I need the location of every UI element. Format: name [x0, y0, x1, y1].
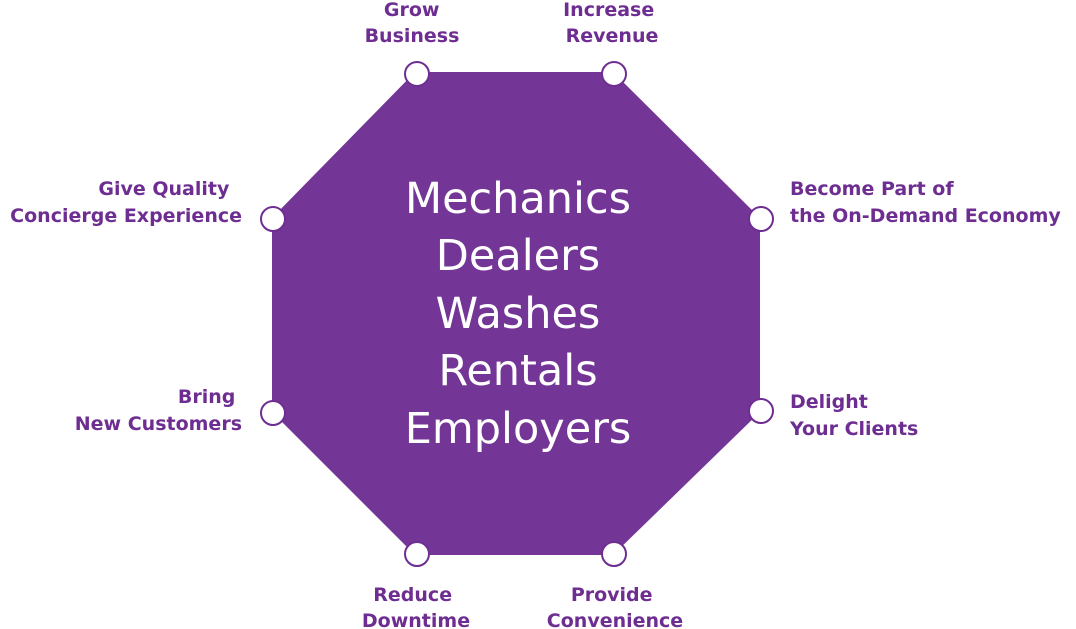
label-increase-revenue: Increase Revenue: [563, 0, 661, 47]
label-provide-convenience-line-1: Provide: [571, 584, 653, 606]
label-concierge-experience: Give Quality Concierge Experience: [10, 178, 242, 227]
center-line-dealers: Dealers: [436, 231, 600, 281]
label-delight-clients: Delight Your Clients: [789, 391, 918, 440]
label-concierge-experience-line-2: Concierge Experience: [10, 205, 242, 227]
label-on-demand-economy-line-1: Become Part of: [790, 178, 954, 200]
label-concierge-experience-line-1: Give Quality: [98, 178, 230, 200]
label-grow-business: Grow Business: [365, 0, 460, 47]
label-provide-convenience-line-2: Convenience: [547, 610, 683, 629]
node-grow-business: [404, 61, 430, 87]
label-delight-clients-line-1: Delight: [790, 391, 868, 413]
label-grow-business-line-2: Business: [365, 25, 460, 47]
label-grow-business-line-1: Grow: [384, 0, 440, 21]
vertex-nodes: [260, 61, 774, 567]
label-delight-clients-line-2: Your Clients: [789, 418, 918, 440]
central-octagon: [272, 72, 760, 555]
label-new-customers-line-2: New Customers: [75, 413, 242, 435]
label-on-demand-economy: Become Part of the On-Demand Economy: [790, 178, 1061, 227]
center-line-employers: Employers: [405, 404, 632, 454]
label-new-customers-line-1: Bring: [178, 386, 236, 408]
label-new-customers: Bring New Customers: [75, 386, 242, 435]
label-increase-revenue-line-1: Increase: [563, 0, 654, 21]
label-reduce-downtime-line-1: Reduce: [373, 584, 452, 606]
label-on-demand-economy-line-2: the On-Demand Economy: [790, 205, 1061, 227]
node-delight-clients: [748, 398, 774, 424]
node-provide-convenience: [601, 541, 627, 567]
node-reduce-downtime: [404, 541, 430, 567]
center-text: Mechanics Dealers Washes Rentals Employe…: [405, 174, 632, 454]
center-line-washes: Washes: [436, 289, 601, 339]
node-new-customers: [260, 400, 286, 426]
center-line-rentals: Rentals: [438, 346, 597, 396]
label-provide-convenience: Provide Convenience: [547, 584, 683, 629]
benefit-labels: Grow Business Increase Revenue Become Pa…: [10, 0, 1061, 629]
label-reduce-downtime-line-2: Downtime: [362, 610, 470, 629]
label-increase-revenue-line-2: Revenue: [566, 25, 659, 47]
node-concierge-experience: [260, 206, 286, 232]
label-reduce-downtime: Reduce Downtime: [362, 584, 470, 629]
node-on-demand-economy: [748, 206, 774, 232]
center-line-mechanics: Mechanics: [405, 174, 631, 224]
node-increase-revenue: [601, 61, 627, 87]
